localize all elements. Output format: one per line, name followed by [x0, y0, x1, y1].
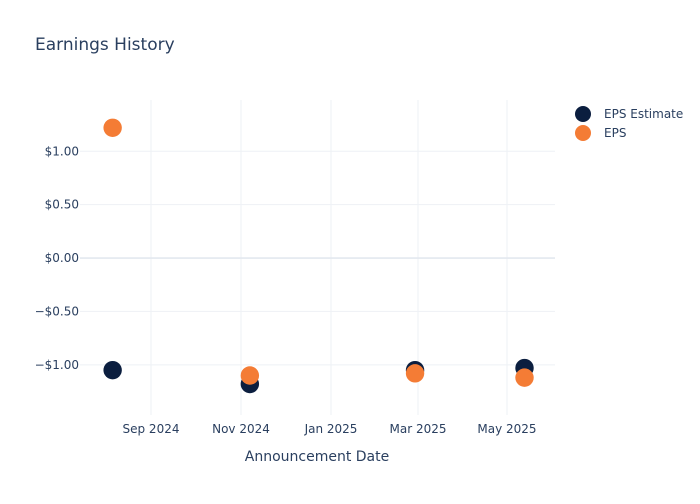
- legend-label[interactable]: EPS Estimate: [604, 107, 683, 121]
- y-axis-ticks: $1.00 $0.50 $0.00 −$0.50 −$1.00: [35, 144, 79, 372]
- legend-label[interactable]: EPS: [604, 126, 626, 140]
- eps-point[interactable]: [515, 368, 534, 387]
- eps-point[interactable]: [405, 364, 425, 383]
- chart-title: Earnings History: [35, 35, 175, 55]
- data-points: [103, 118, 534, 394]
- eps-estimate-point[interactable]: [103, 360, 122, 380]
- y-tick-label: −$0.50: [35, 304, 79, 318]
- grid-lines: [80, 100, 555, 415]
- x-tick-label: Nov 2024: [212, 422, 270, 436]
- y-tick-label: $1.00: [45, 144, 79, 158]
- legend-marker[interactable]: [575, 125, 591, 141]
- legend[interactable]: EPS Estimate EPS: [575, 106, 683, 141]
- eps-point[interactable]: [240, 366, 260, 385]
- y-tick-label: −$1.00: [35, 358, 79, 372]
- y-tick-label: $0.50: [45, 198, 79, 212]
- x-tick-label: Jan 2025: [304, 422, 358, 436]
- x-axis-title: Announcement Date: [245, 449, 389, 465]
- eps-point[interactable]: [103, 118, 122, 137]
- legend-marker[interactable]: [575, 106, 591, 122]
- x-axis-ticks: Sep 2024 Nov 2024 Jan 2025 Mar 2025 May 2025: [123, 422, 537, 436]
- x-tick-label: Sep 2024: [123, 422, 180, 436]
- y-tick-label: $0.00: [45, 251, 79, 265]
- x-tick-label: May 2025: [477, 422, 536, 436]
- x-tick-label: Mar 2025: [390, 422, 447, 436]
